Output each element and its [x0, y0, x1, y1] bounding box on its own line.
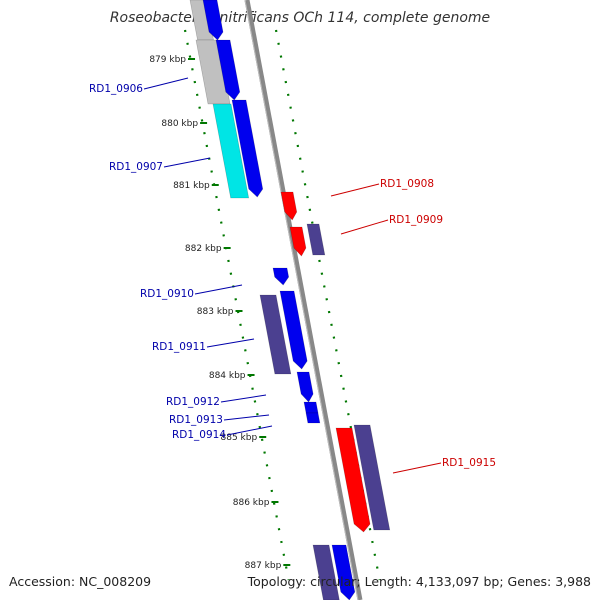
label-leader-line [206, 338, 255, 348]
kbp-tick-label: 887 kbp [245, 561, 282, 571]
gene-red-3 [335, 427, 371, 533]
gene-features [189, 0, 391, 600]
gene-label-rd1_0911[interactable]: RD1_0911 [152, 341, 206, 353]
label-leader-line [194, 284, 243, 295]
genome-backbone-highlight [244, 0, 359, 600]
gene-blue-4 [296, 371, 314, 403]
topology-text: Topology: circular; Length: 4,133,097 bp… [247, 574, 591, 589]
gene-label-rd1_0910[interactable]: RD1_0910 [140, 288, 194, 300]
kbp-tick-label: 879 kbp [149, 55, 186, 65]
kbp-tick-label: 886 kbp [233, 498, 270, 508]
kbp-ticks: 879 kbp 880 kbp 881 kbp 882 kbp 883 kbp 884 k… [149, 55, 291, 571]
gene-blue-mid [231, 99, 264, 198]
label-leader-line [330, 183, 380, 197]
label-leader-line [143, 77, 189, 90]
kbp-tick-label: 882 kbp [185, 244, 222, 254]
gene-blue-2 [272, 267, 290, 286]
gene-blue-3 [279, 290, 308, 370]
gene-purple-4 [312, 544, 340, 600]
kbp-tick-label: 883 kbp [197, 307, 234, 317]
label-leader-line [163, 157, 211, 168]
gene-blue-top [202, 0, 224, 41]
gene-label-rd1_0907[interactable]: RD1_0907 [109, 161, 163, 173]
gene-blue-5 [303, 401, 319, 414]
label-leader-line [220, 394, 267, 403]
gene-label-rd1_0909[interactable]: RD1_0909 [389, 214, 443, 226]
gene-blue-7 [331, 544, 356, 600]
gene-label-rd1_0912[interactable]: RD1_0912 [166, 396, 220, 408]
kbp-tick-label: 885 kbp [221, 433, 258, 443]
label-leader-line [226, 425, 273, 436]
gene-purple-3 [353, 424, 391, 531]
label-leader-line [223, 414, 270, 421]
map-title: Roseobacter denitrificans OCh 114, compl… [110, 10, 490, 26]
gene-red-2 [289, 226, 307, 257]
gene-purple-2 [259, 294, 292, 375]
gene-label-rd1_0914[interactable]: RD1_0914 [172, 429, 226, 441]
gene-label-rd1_0906[interactable]: RD1_0906 [89, 83, 143, 95]
gene-blue-upper [215, 39, 241, 101]
kbp-tick-label: 884 kbp [209, 371, 246, 381]
gene-purple-1 [306, 223, 326, 256]
gene-label-rd1_0913[interactable]: RD1_0913 [169, 414, 223, 426]
accession-text: Accession: NC_008209 [9, 574, 151, 589]
gene-label-rd1_0908[interactable]: RD1_0908 [380, 178, 434, 190]
gene-red-1 [280, 191, 298, 221]
label-leader-line [392, 462, 442, 474]
gene-label-rd1_0915[interactable]: RD1_0915 [442, 457, 496, 469]
label-leader-line [340, 219, 389, 235]
gene-cyan [212, 103, 250, 199]
genome-backbone [244, 0, 363, 600]
gene-labels: RD1_0906 RD1_0907 RD1_0910 RD1_0911 RD1_0912… [89, 77, 496, 474]
kbp-tick-label: 881 kbp [173, 181, 210, 191]
gene-blue-6 [305, 412, 321, 424]
kbp-tick-label: 880 kbp [161, 119, 198, 129]
